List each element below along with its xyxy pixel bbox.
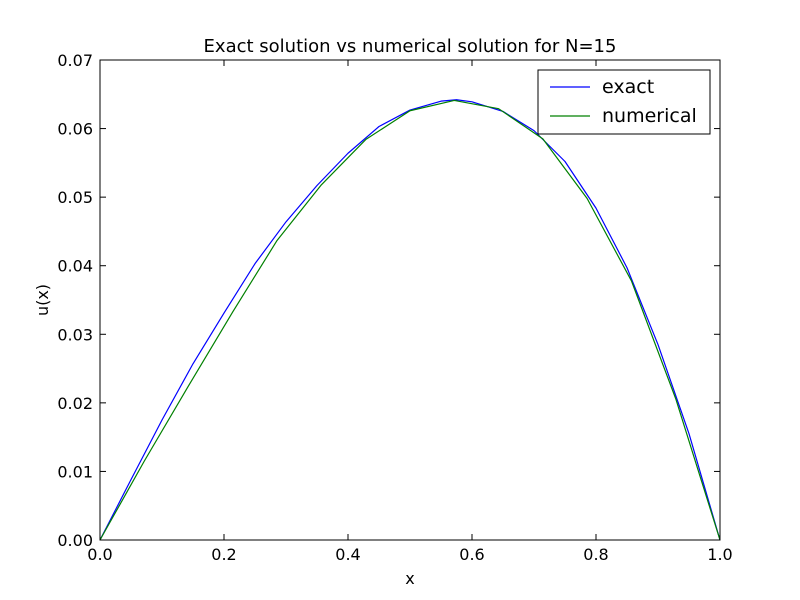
series-layer <box>99 99 721 541</box>
x-tick-label: 0.2 <box>211 545 236 564</box>
series-line-numerical <box>99 99 721 541</box>
chart-title: Exact solution vs numerical solution for… <box>204 36 617 57</box>
y-axis-label: u(x) <box>33 284 52 316</box>
y-tick-label: 0.05 <box>57 188 93 207</box>
y-tick-label: 0.01 <box>57 462 93 481</box>
y-tick-label: 0.03 <box>57 325 93 344</box>
x-tick-label: 0.8 <box>583 545 608 564</box>
x-tick-label: 1.0 <box>707 545 732 564</box>
y-tick-label: 0.02 <box>57 394 93 413</box>
plot-area <box>100 60 720 540</box>
x-tick-label: 0.0 <box>87 545 112 564</box>
plot-frame <box>99 59 721 541</box>
y-axis-ticks: 0.00 0.01 0.02 0.03 0.04 0.05 0.06 0.07 <box>57 51 720 550</box>
legend-box <box>537 69 711 135</box>
y-tick-label: 0.04 <box>57 257 93 276</box>
legend-label-numerical: numerical <box>602 105 697 127</box>
series-line-exact <box>99 99 721 541</box>
y-tick-label: 0.07 <box>57 51 93 70</box>
legend: exact numerical <box>537 69 711 135</box>
y-tick-label: 0.06 <box>57 120 93 139</box>
x-axis-label: x <box>405 569 414 588</box>
y-tick-label: 0.00 <box>57 531 93 550</box>
x-tick-label: 0.4 <box>335 545 360 564</box>
legend-label-exact: exact <box>602 76 654 98</box>
x-tick-label: 0.6 <box>459 545 484 564</box>
x-axis-ticks: 0.0 0.2 0.4 0.6 0.8 1.0 <box>87 60 733 564</box>
